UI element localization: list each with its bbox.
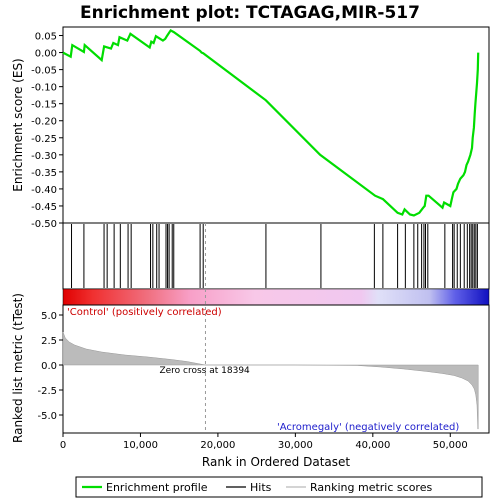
- metric-y-tick-label: 0.0: [41, 361, 57, 372]
- es-y-tick-label: -0.50: [31, 219, 57, 230]
- es-y-tick-label: -0.45: [31, 202, 57, 213]
- ranking-metric-area: [62, 331, 479, 430]
- es-y-tick-label: 0.00: [35, 49, 57, 60]
- metric-y-tick-label: 5.0: [41, 311, 57, 322]
- x-tick-label: 40,000: [355, 440, 390, 451]
- metric-y-tick-label: 2.5: [41, 336, 57, 347]
- negative-correlation-label: 'Acromegaly' (negatively correlated): [277, 422, 459, 433]
- metric-y-tick-label: -2.5: [37, 386, 57, 397]
- x-tick-label: 20,000: [200, 440, 235, 451]
- x-tick-label: 50,000: [433, 440, 468, 451]
- legend-label: Enrichment profile: [106, 481, 208, 494]
- rank-color-bar: [62, 288, 490, 306]
- x-tick-label: 0: [60, 440, 66, 451]
- metric-y-tick-label: -5.0: [37, 411, 57, 422]
- zero-cross-label: Zero cross at 18394: [159, 366, 250, 376]
- x-tick-label: 10,000: [123, 440, 158, 451]
- chart-title: Enrichment plot: TCTAGAG,MIR-517: [80, 3, 420, 23]
- es-y-tick-label: -0.05: [31, 66, 57, 77]
- x-tick-label: 30,000: [278, 440, 313, 451]
- es-y-axis-label: Enrichment score (ES): [11, 58, 25, 191]
- enrichment-profile-line: [62, 28, 480, 217]
- hits-marks: [71, 224, 478, 288]
- es-y-axis: 0.05 0.00 -0.05 -0.10 -0.15 -0.20 -0.25 -0.30 -0…: [31, 32, 63, 230]
- es-y-tick-label: -0.30: [31, 151, 57, 162]
- metric-y-axis: 5.0 2.5 0.0 -2.5 -5.0: [37, 311, 63, 422]
- metric-y-axis-label: Ranked list metric (tTest): [11, 293, 25, 443]
- es-panel-frame: [62, 26, 490, 224]
- es-y-tick-label: -0.35: [31, 168, 57, 179]
- es-y-tick-label: 0.05: [35, 32, 57, 43]
- legend-box: [75, 476, 483, 498]
- es-y-tick-label: -0.10: [31, 83, 57, 94]
- x-axis-label: Rank in Ordered Dataset: [202, 455, 350, 469]
- es-y-tick-label: -0.15: [31, 100, 57, 111]
- es-y-tick-label: -0.20: [31, 117, 57, 128]
- legend: Enrichment profile Hits Ranking metric sco…: [82, 481, 432, 494]
- rank-x-axis: 0 10,000 20,000 30,000 40,000 50,000: [60, 433, 468, 451]
- legend-label: Hits: [250, 481, 272, 494]
- es-y-tick-label: -0.40: [31, 185, 57, 196]
- es-y-tick-label: -0.25: [31, 134, 57, 145]
- positive-correlation-label: 'Control' (positively correlated): [67, 307, 222, 318]
- legend-label: Ranking metric scores: [310, 481, 432, 494]
